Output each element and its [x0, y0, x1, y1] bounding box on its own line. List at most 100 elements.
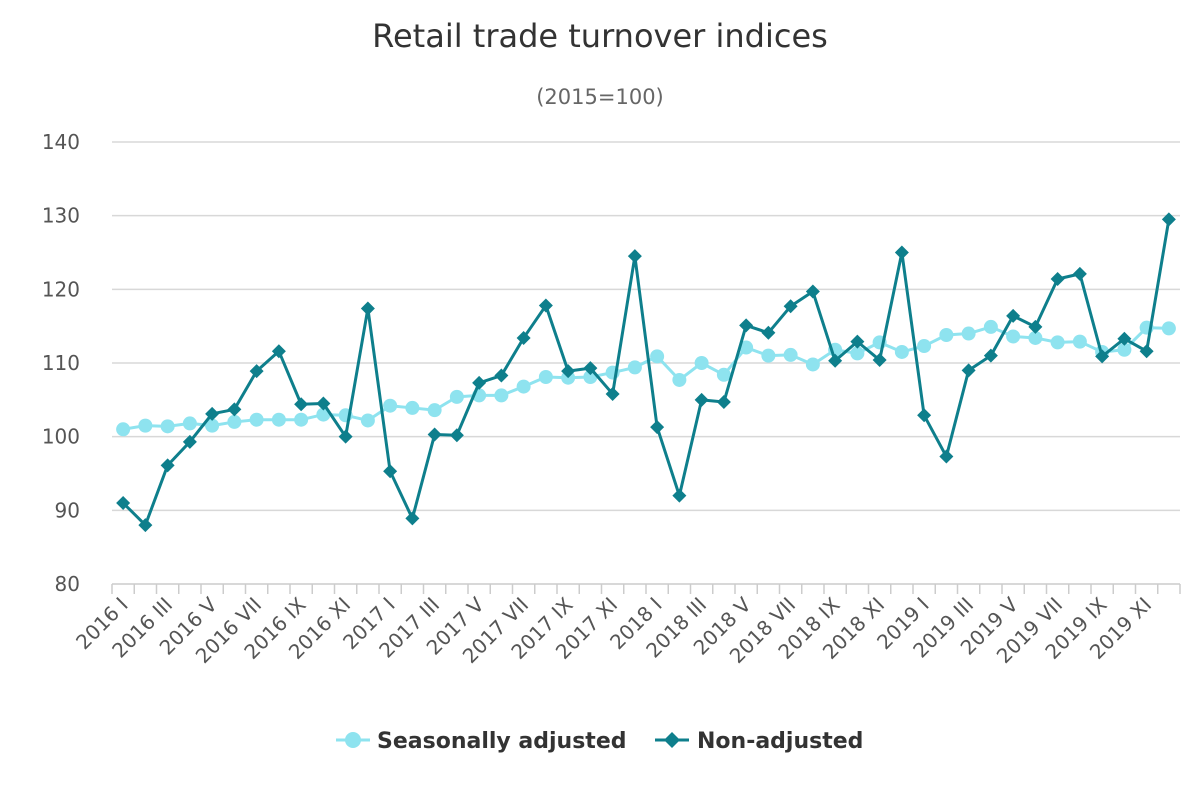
data-point[interactable]: [427, 403, 442, 418]
data-point[interactable]: [739, 318, 754, 333]
data-point[interactable]: [850, 334, 865, 349]
data-point[interactable]: [160, 419, 175, 434]
data-point[interactable]: [605, 386, 620, 401]
data-point[interactable]: [205, 406, 220, 421]
data-point[interactable]: [627, 360, 642, 375]
data-point[interactable]: [516, 379, 531, 394]
series-layer: [116, 212, 1176, 533]
data-point[interactable]: [494, 368, 509, 383]
data-point[interactable]: [1117, 342, 1132, 357]
data-point[interactable]: [1006, 308, 1021, 323]
y-tick-label: 80: [55, 572, 80, 596]
data-point[interactable]: [561, 364, 576, 379]
data-point[interactable]: [205, 418, 220, 433]
data-point[interactable]: [783, 347, 798, 362]
data-point[interactable]: [694, 356, 709, 370]
data-point[interactable]: [1050, 335, 1065, 350]
legend: Seasonally adjusted Non-adjusted: [336, 729, 863, 754]
data-point[interactable]: [1139, 344, 1154, 359]
data-point[interactable]: [383, 398, 398, 413]
data-point[interactable]: [1072, 266, 1087, 281]
data-point[interactable]: [271, 412, 286, 427]
data-point[interactable]: [494, 388, 509, 403]
data-point[interactable]: [182, 416, 197, 431]
data-point[interactable]: [449, 428, 464, 443]
data-point[interactable]: [761, 325, 776, 340]
data-point[interactable]: [894, 245, 909, 260]
data-point[interactable]: [716, 395, 731, 410]
data-point[interactable]: [716, 367, 731, 382]
legend-label: Non-adjusted: [697, 729, 863, 754]
data-point[interactable]: [538, 298, 553, 313]
data-point[interactable]: [316, 396, 331, 411]
data-point[interactable]: [872, 353, 887, 368]
chart-subtitle: (2015=100): [536, 85, 664, 109]
data-point[interactable]: [805, 357, 820, 372]
data-point[interactable]: [761, 348, 776, 363]
data-point[interactable]: [360, 301, 375, 316]
data-point[interactable]: [338, 429, 353, 444]
legend-item-1[interactable]: Non-adjusted: [655, 729, 863, 754]
data-point[interactable]: [427, 427, 442, 442]
data-point[interactable]: [672, 488, 687, 503]
y-tick-label: 100: [42, 425, 80, 449]
data-point[interactable]: [1028, 319, 1043, 334]
data-point[interactable]: [383, 464, 398, 479]
legend-circle-marker: [345, 732, 361, 748]
data-point[interactable]: [1161, 212, 1176, 227]
data-point[interactable]: [360, 413, 375, 428]
data-point[interactable]: [739, 340, 754, 355]
data-point[interactable]: [828, 353, 843, 368]
data-point[interactable]: [405, 511, 420, 526]
data-point[interactable]: [939, 328, 954, 343]
data-point[interactable]: [182, 434, 197, 449]
data-point[interactable]: [138, 518, 153, 533]
data-point[interactable]: [694, 392, 709, 407]
data-point[interactable]: [650, 420, 665, 435]
data-point[interactable]: [294, 412, 309, 427]
data-point[interactable]: [271, 344, 286, 359]
data-point[interactable]: [227, 402, 242, 417]
y-axis-ticks: 80 90 100 110 120 130 140: [42, 130, 80, 596]
data-point[interactable]: [472, 375, 487, 390]
data-point[interactable]: [1072, 334, 1087, 349]
data-point[interactable]: [116, 422, 131, 437]
data-point[interactable]: [516, 330, 531, 345]
data-point[interactable]: [538, 369, 553, 384]
data-point[interactable]: [850, 346, 865, 361]
data-point[interactable]: [294, 397, 309, 412]
data-point[interactable]: [917, 339, 932, 354]
legend-item-0[interactable]: Seasonally adjusted: [336, 729, 627, 754]
data-point[interactable]: [160, 458, 175, 473]
data-point[interactable]: [917, 408, 932, 423]
data-point[interactable]: [583, 361, 598, 376]
data-point[interactable]: [249, 364, 264, 379]
data-point[interactable]: [672, 372, 687, 387]
data-point[interactable]: [1095, 349, 1110, 364]
series-1: [116, 212, 1176, 533]
data-point[interactable]: [1050, 272, 1065, 287]
data-point[interactable]: [627, 249, 642, 264]
data-point[interactable]: [650, 349, 665, 364]
data-point[interactable]: [961, 363, 976, 378]
data-point[interactable]: [983, 319, 998, 334]
data-point[interactable]: [894, 344, 909, 359]
data-point[interactable]: [983, 348, 998, 363]
data-point[interactable]: [961, 326, 976, 341]
data-point[interactable]: [939, 449, 954, 464]
y-tick-label: 140: [42, 130, 80, 154]
data-point[interactable]: [805, 284, 820, 299]
data-point[interactable]: [1161, 321, 1176, 336]
data-point[interactable]: [405, 400, 420, 415]
data-point[interactable]: [116, 495, 131, 510]
data-point[interactable]: [449, 389, 464, 404]
data-point[interactable]: [1117, 331, 1132, 346]
data-point[interactable]: [783, 299, 798, 314]
data-point[interactable]: [227, 414, 242, 429]
data-point[interactable]: [1028, 330, 1043, 345]
data-point[interactable]: [138, 418, 153, 433]
legend-diamond-marker: [664, 732, 680, 748]
data-point[interactable]: [249, 412, 264, 427]
data-point[interactable]: [1006, 329, 1021, 344]
